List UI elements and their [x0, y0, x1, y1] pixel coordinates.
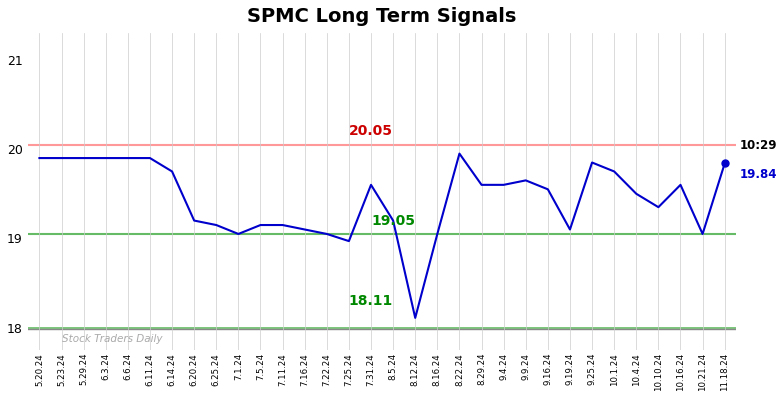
Text: 10:29: 10:29: [740, 139, 778, 152]
Text: 19.84: 19.84: [740, 168, 778, 181]
Text: Stock Traders Daily: Stock Traders Daily: [61, 334, 162, 344]
Title: SPMC Long Term Signals: SPMC Long Term Signals: [248, 7, 517, 26]
Text: 19.05: 19.05: [371, 214, 415, 228]
Text: 20.05: 20.05: [349, 123, 393, 138]
Text: 18.11: 18.11: [349, 294, 393, 308]
